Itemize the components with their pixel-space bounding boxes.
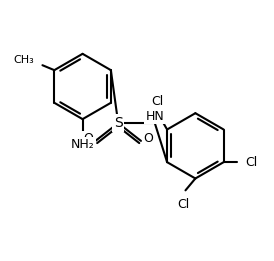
Text: NH₂: NH₂ — [71, 138, 95, 151]
Text: Cl: Cl — [151, 95, 163, 108]
Text: S: S — [114, 116, 122, 130]
Text: O: O — [84, 132, 93, 145]
Text: Cl: Cl — [177, 198, 190, 211]
Text: HN: HN — [145, 110, 164, 123]
Text: Cl: Cl — [246, 156, 258, 169]
Text: O: O — [143, 132, 153, 145]
Text: CH₃: CH₃ — [14, 55, 35, 65]
